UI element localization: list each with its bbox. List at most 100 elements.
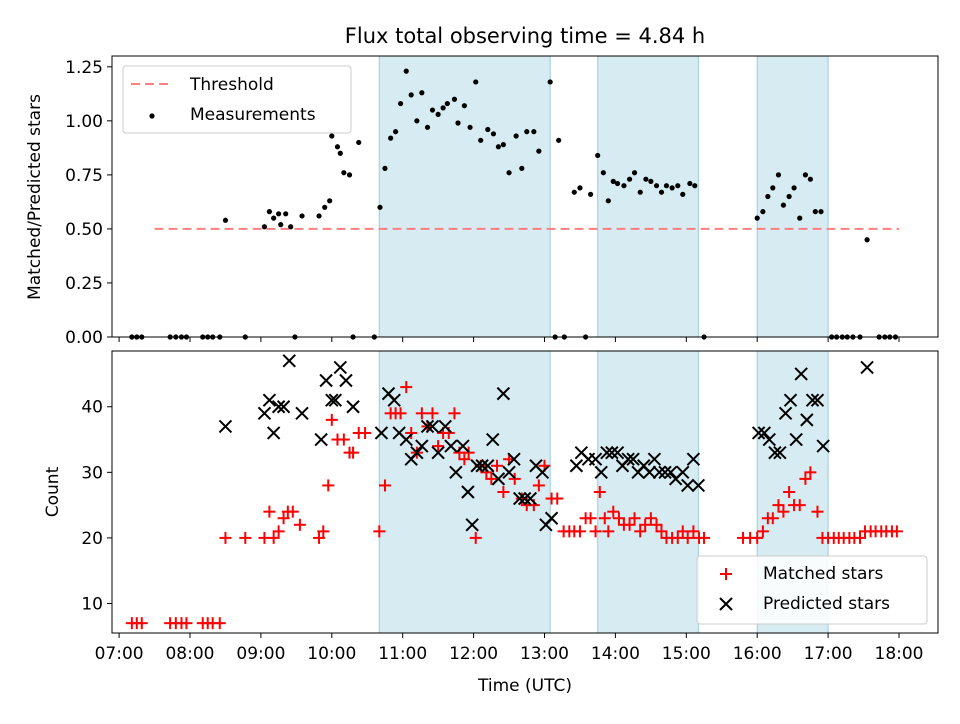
measurement-point — [802, 172, 809, 178]
top-plot-frame — [111, 55, 939, 338]
top-y-tick-label: 0.00 — [65, 328, 103, 348]
measurement-point — [675, 183, 681, 189]
predicted-star-marker — [507, 452, 521, 466]
matched-star-marker — [602, 525, 615, 538]
matched-star-marker — [267, 531, 280, 544]
predicted-star-marker — [218, 419, 233, 434]
matched-star-marker — [448, 407, 461, 420]
measurement-point — [770, 185, 776, 191]
matched-star-marker — [180, 617, 193, 630]
measurement-point — [621, 183, 627, 189]
measurement-point — [864, 237, 870, 243]
matched-star-marker — [623, 518, 636, 531]
measurement-point — [797, 215, 803, 221]
top-y-tick-label: 0.25 — [65, 274, 103, 294]
matched-star-marker — [213, 617, 226, 630]
measurement-point — [316, 213, 322, 219]
measurements-series — [129, 68, 899, 340]
top-y-axis-label: Matched/Predicted stars — [25, 94, 45, 300]
measurement-point — [531, 129, 537, 135]
predicted-star-marker — [475, 459, 489, 473]
predicted-star-marker — [333, 360, 348, 375]
measurement-point — [775, 172, 782, 178]
predicted-star-marker — [266, 426, 281, 440]
matched-star-marker — [650, 518, 663, 531]
measurement-point — [614, 180, 621, 187]
measurement-point — [403, 68, 409, 74]
matched-star-marker — [589, 525, 602, 538]
predicted-star-marker — [621, 452, 635, 466]
measurement-point — [648, 178, 654, 184]
matched-star-marker — [799, 472, 812, 485]
top-panel: 0.00 0.25 0.50 0.75 1.00 1.25 Matched/Predict… — [25, 55, 939, 348]
predicted-star-marker — [425, 419, 440, 434]
predicted-star-marker — [346, 400, 360, 414]
predicted-star-marker — [314, 432, 328, 447]
matched-star-marker — [415, 407, 428, 420]
predicted-star-marker — [328, 393, 343, 407]
top-x-ticks — [118, 337, 900, 342]
predicted-star-marker — [491, 472, 506, 486]
bottom-x-ticks: 07:00 08:00 09:00 10:00 11:00 12:00 13:00 14:00… — [95, 633, 924, 664]
measurement-point — [419, 90, 425, 96]
measurement-point — [444, 100, 450, 107]
top-y-tick-label: 1.25 — [65, 58, 103, 78]
predicted-star-marker — [276, 400, 291, 414]
measurement-point — [346, 172, 353, 178]
predicted-star-marker — [663, 465, 678, 480]
matched-star-marker — [313, 531, 326, 544]
measurement-point — [571, 189, 577, 195]
measurement-point — [334, 144, 341, 150]
predicted-star-marker — [399, 432, 413, 447]
bottom-shaded-interval-0 — [378, 350, 551, 634]
predicted-star-marker — [438, 419, 452, 434]
predicted-legend-label: Predicted stars — [763, 594, 890, 614]
matched-star-marker — [432, 440, 445, 453]
predicted-legend-swatch — [719, 597, 733, 611]
predicted-star-marker — [658, 465, 672, 480]
top-shaded-interval-0 — [378, 55, 551, 338]
measurement-point — [536, 148, 542, 154]
predicted-star-marker — [751, 426, 766, 440]
predicted-star-marker — [512, 491, 527, 506]
measurement-point — [610, 178, 616, 184]
matched-star-marker — [573, 525, 586, 538]
bottom-x-tick-label: 12:00 — [449, 644, 498, 664]
matched-star-marker — [804, 466, 817, 479]
measurement-point — [455, 120, 461, 126]
measurement-point — [643, 176, 649, 182]
measurement-point — [780, 202, 787, 208]
measurement-point — [513, 133, 519, 139]
measurement-point — [754, 215, 760, 221]
matched-star-marker — [359, 426, 372, 439]
bottom-y-tick-label: 10 — [81, 594, 103, 614]
measurement-point — [222, 217, 229, 223]
predicted-star-marker — [805, 393, 820, 407]
bottom-y-tick-label: 40 — [81, 398, 103, 418]
matched-stars-series — [125, 381, 903, 630]
matched-star-marker — [373, 525, 386, 538]
bottom-x-tick-label: 13:00 — [520, 644, 569, 664]
measurement-point — [393, 129, 399, 135]
bottom-plot-frame — [111, 350, 939, 634]
matched-star-marker — [400, 381, 413, 394]
predicted-star-marker — [481, 459, 495, 473]
bottom-y-tick-label: 30 — [81, 463, 103, 483]
predicted-star-marker — [600, 445, 614, 460]
matched-star-marker — [772, 499, 785, 512]
matched-star-marker — [612, 512, 625, 525]
measurement-point — [658, 189, 665, 195]
measurement-point — [818, 209, 824, 215]
measurement-point — [692, 183, 698, 189]
predicted-star-marker — [271, 400, 286, 414]
matched-star-marker — [681, 531, 694, 544]
predicted-star-marker — [626, 452, 640, 466]
matched-star-marker — [485, 472, 498, 485]
bottom-panel: 10 20 30 40 07:00 08:00 09:00 10:00 11:00 12:00 1… — [43, 350, 939, 696]
matched-star-marker — [584, 512, 597, 525]
predicted-star-marker — [773, 445, 787, 460]
measurement-point — [500, 142, 506, 148]
bottom-shaded-interval-1 — [597, 350, 699, 634]
top-y-tick-label: 1.00 — [65, 112, 103, 132]
predicted-star-marker — [686, 452, 701, 466]
